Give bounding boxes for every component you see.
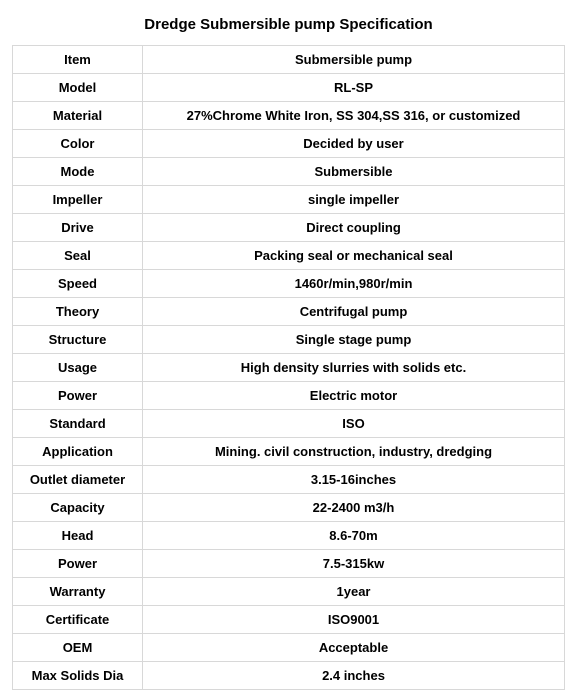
spec-label: Material bbox=[13, 102, 143, 130]
table-row: Capacity22-2400 m3/h bbox=[13, 494, 565, 522]
spec-label: Application bbox=[13, 438, 143, 466]
spec-value: Submersible pump bbox=[143, 46, 565, 74]
spec-label: Mode bbox=[13, 158, 143, 186]
table-row: Head8.6-70m bbox=[13, 522, 565, 550]
spec-value: Mining. civil construction, industry, dr… bbox=[143, 438, 565, 466]
table-row: ModeSubmersible bbox=[13, 158, 565, 186]
spec-label: Model bbox=[13, 74, 143, 102]
spec-label: Certificate bbox=[13, 606, 143, 634]
spec-value: RL-SP bbox=[143, 74, 565, 102]
table-row: ModelRL-SP bbox=[13, 74, 565, 102]
spec-label: Color bbox=[13, 130, 143, 158]
spec-value: Direct coupling bbox=[143, 214, 565, 242]
table-row: Impellersingle impeller bbox=[13, 186, 565, 214]
spec-value: ISO bbox=[143, 410, 565, 438]
spec-value: 1year bbox=[143, 578, 565, 606]
table-row: StandardISO bbox=[13, 410, 565, 438]
spec-value: High density slurries with solids etc. bbox=[143, 354, 565, 382]
spec-value: Submersible bbox=[143, 158, 565, 186]
spec-label: Speed bbox=[13, 270, 143, 298]
table-row: Max Solids Dia2.4 inches bbox=[13, 662, 565, 690]
spec-label: Seal bbox=[13, 242, 143, 270]
spec-label: Warranty bbox=[13, 578, 143, 606]
table-row: Material27%Chrome White Iron, SS 304,SS … bbox=[13, 102, 565, 130]
table-title: Dredge Submersible pump Specification bbox=[12, 10, 565, 45]
spec-value: 1460r/min,980r/min bbox=[143, 270, 565, 298]
spec-label: Power bbox=[13, 550, 143, 578]
table-row: ApplicationMining. civil construction, i… bbox=[13, 438, 565, 466]
spec-value: Decided by user bbox=[143, 130, 565, 158]
table-row: PowerElectric motor bbox=[13, 382, 565, 410]
table-row: Warranty1year bbox=[13, 578, 565, 606]
table-row: ItemSubmersible pump bbox=[13, 46, 565, 74]
spec-label: Power bbox=[13, 382, 143, 410]
spec-label: Impeller bbox=[13, 186, 143, 214]
spec-label: OEM bbox=[13, 634, 143, 662]
spec-label: Head bbox=[13, 522, 143, 550]
spec-value: 7.5-315kw bbox=[143, 550, 565, 578]
spec-value: 8.6-70m bbox=[143, 522, 565, 550]
spec-value: ISO9001 bbox=[143, 606, 565, 634]
spec-label: Standard bbox=[13, 410, 143, 438]
spec-label: Usage bbox=[13, 354, 143, 382]
spec-table: ItemSubmersible pumpModelRL-SPMaterial27… bbox=[12, 45, 565, 690]
table-row: ColorDecided by user bbox=[13, 130, 565, 158]
table-row: OEMAcceptable bbox=[13, 634, 565, 662]
spec-label: Item bbox=[13, 46, 143, 74]
table-row: StructureSingle stage pump bbox=[13, 326, 565, 354]
spec-label: Drive bbox=[13, 214, 143, 242]
table-row: Outlet diameter3.15-16inches bbox=[13, 466, 565, 494]
table-row: SealPacking seal or mechanical seal bbox=[13, 242, 565, 270]
table-row: UsageHigh density slurries with solids e… bbox=[13, 354, 565, 382]
spec-value: single impeller bbox=[143, 186, 565, 214]
table-row: TheoryCentrifugal pump bbox=[13, 298, 565, 326]
table-row: CertificateISO9001 bbox=[13, 606, 565, 634]
spec-value: 22-2400 m3/h bbox=[143, 494, 565, 522]
spec-label: Max Solids Dia bbox=[13, 662, 143, 690]
table-row: DriveDirect coupling bbox=[13, 214, 565, 242]
spec-value: Centrifugal pump bbox=[143, 298, 565, 326]
spec-value: Packing seal or mechanical seal bbox=[143, 242, 565, 270]
spec-value: 3.15-16inches bbox=[143, 466, 565, 494]
spec-value: 2.4 inches bbox=[143, 662, 565, 690]
spec-value: 27%Chrome White Iron, SS 304,SS 316, or … bbox=[143, 102, 565, 130]
spec-value: Electric motor bbox=[143, 382, 565, 410]
spec-label: Outlet diameter bbox=[13, 466, 143, 494]
spec-value: Single stage pump bbox=[143, 326, 565, 354]
table-row: Speed1460r/min,980r/min bbox=[13, 270, 565, 298]
spec-label: Capacity bbox=[13, 494, 143, 522]
spec-label: Theory bbox=[13, 298, 143, 326]
table-row: Power7.5-315kw bbox=[13, 550, 565, 578]
spec-label: Structure bbox=[13, 326, 143, 354]
spec-value: Acceptable bbox=[143, 634, 565, 662]
